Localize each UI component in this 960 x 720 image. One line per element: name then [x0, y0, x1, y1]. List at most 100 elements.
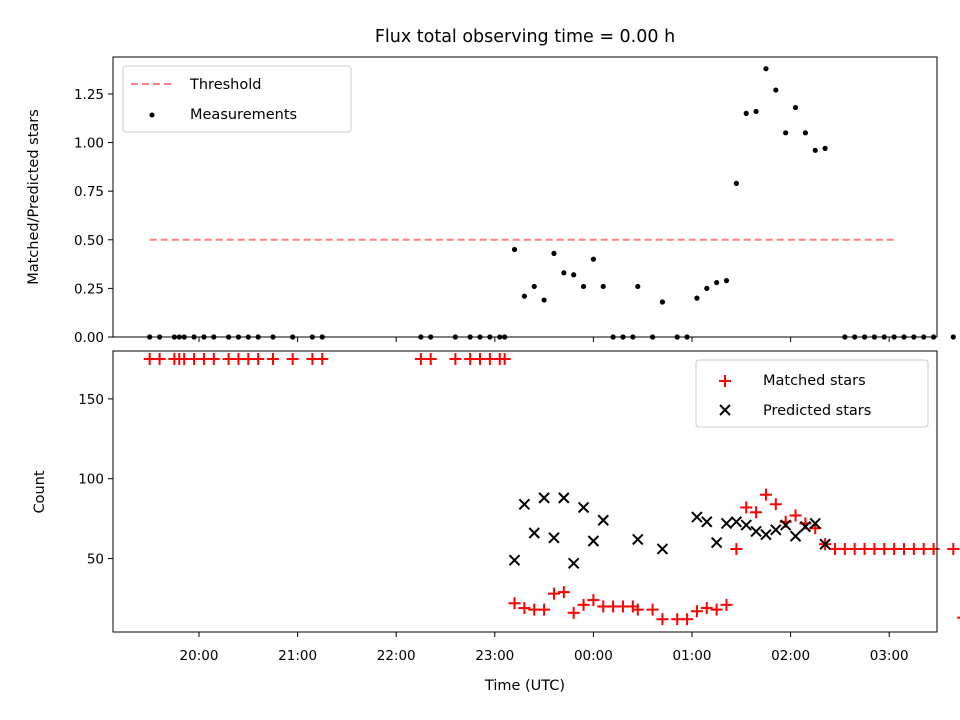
matched-star-point: [690, 605, 703, 618]
matched-star-point: [681, 613, 694, 626]
matched-star-point: [789, 509, 802, 522]
legend-predicted-label: Predicted stars: [763, 403, 871, 419]
measurement-point: [753, 108, 759, 115]
predicted-star-stroke: [577, 501, 590, 514]
x-tick-label: 22:00: [377, 648, 416, 664]
measurement-point: [714, 279, 720, 286]
predicted-star-stroke: [779, 519, 792, 531]
top-plot-area: 0.00 0.25 0.50 0.75 1.00 1.25: [74, 66, 956, 346]
predicted-star-stroke: [799, 520, 812, 533]
matched-star-point: [567, 606, 580, 619]
predicted-star-stroke: [587, 535, 600, 547]
matched-star-point: [759, 488, 772, 501]
legend-measurements-swatch: [149, 112, 155, 118]
predicted-star-point: [508, 554, 521, 566]
predicted-star-point: [799, 520, 812, 533]
predicted-star-point: [720, 517, 733, 530]
x-tick-label: 20:00: [180, 648, 219, 664]
predicted-star-stroke: [819, 538, 831, 550]
matched-star-point: [538, 603, 551, 616]
matched-star-point: [518, 602, 531, 615]
matched-star-point: [316, 352, 329, 365]
predicted-star-point: [770, 524, 782, 536]
matched-star-point: [557, 586, 570, 599]
bottom-axes-frame: [112, 350, 938, 633]
predicted-star-point: [656, 543, 669, 555]
predicted-star-point: [632, 533, 644, 546]
matched-star-point: [424, 352, 437, 365]
measurement-point: [723, 278, 730, 284]
predicted-star-point: [710, 536, 723, 549]
measurement-point: [635, 283, 641, 290]
predicted-star-point: [760, 528, 772, 541]
matched-star-point: [266, 352, 279, 365]
measurement-point: [580, 283, 587, 290]
predicted-star-stroke: [750, 525, 762, 538]
predicted-star-point: [779, 519, 792, 531]
predicted-star-point: [691, 511, 703, 523]
measurement-point: [743, 110, 749, 116]
measurement-point: [783, 130, 789, 136]
predicted-star-point: [701, 516, 713, 528]
matched-star-point: [656, 613, 669, 626]
predicted-star-stroke: [770, 524, 782, 536]
measurement-point: [763, 66, 769, 72]
matched-star-point: [153, 352, 166, 365]
x-tick-label: 23:00: [475, 648, 514, 664]
top-y-tick-label: 0.75: [74, 184, 104, 200]
predicted-star-point: [750, 525, 762, 538]
legend-matched-swatch: [719, 375, 731, 387]
top-legend: Threshold Measurements: [122, 65, 352, 133]
measurement-point: [812, 147, 818, 153]
matched-star-point: [740, 501, 753, 514]
measurement-point: [950, 334, 956, 340]
top-y-tick-label: 0.00: [74, 330, 104, 346]
x-tick-label: 01:00: [673, 648, 712, 664]
matched-star-point: [957, 616, 960, 619]
predicted-star-point: [819, 538, 831, 550]
bottom-y-tick-label: 50: [87, 552, 104, 568]
measurement-point: [822, 145, 828, 151]
matched-star-point: [927, 542, 940, 555]
top-legend-box: [122, 65, 352, 133]
predicted-star-stroke: [508, 554, 521, 566]
predicted-star-point: [528, 527, 540, 539]
measurement-point: [541, 297, 547, 303]
matched-star-point: [769, 498, 782, 511]
predicted-star-stroke: [558, 492, 570, 504]
predicted-star-stroke: [710, 536, 723, 549]
predicted-star-point: [809, 517, 821, 530]
matched-star-point: [720, 598, 733, 611]
measurement-point: [802, 130, 808, 136]
bottom-y-tick-label: 150: [78, 392, 104, 408]
predicted-star-stroke: [518, 498, 531, 510]
legend-measurements-label: Measurements: [190, 107, 297, 123]
legend-predicted-swatch: [719, 404, 731, 416]
predicted-star-point: [587, 535, 600, 547]
predicted-star-point: [730, 516, 743, 528]
bottom-legend: Matched stars Predicted stars: [695, 359, 929, 428]
x-tick-label: 00:00: [574, 648, 613, 664]
matched-star-point: [449, 352, 462, 365]
measurement-point: [571, 272, 577, 278]
matched-star-point: [750, 506, 763, 519]
top-y-tick-label: 1.00: [74, 136, 104, 152]
legend-threshold-label: Threshold: [189, 77, 261, 93]
measurement-point: [694, 295, 700, 301]
matched-star-point: [577, 598, 590, 611]
bottom-y-tick-label: 100: [78, 472, 104, 488]
predicted-star-stroke: [567, 557, 580, 570]
matched-star-point: [700, 602, 713, 615]
matched-star-point: [646, 603, 659, 616]
matched-star-point: [508, 597, 521, 610]
x-axis-label: Time (UTC): [484, 678, 565, 694]
matched-star-point: [286, 352, 299, 365]
matched-star-point: [252, 352, 265, 365]
measurement-point: [704, 285, 710, 291]
predicted-star-point: [558, 492, 570, 504]
matched-star-point: [498, 352, 511, 365]
predicted-star-stroke: [548, 532, 560, 544]
matched-star-point: [730, 542, 743, 555]
measurement-point: [511, 246, 518, 253]
matched-star-point: [947, 542, 960, 555]
